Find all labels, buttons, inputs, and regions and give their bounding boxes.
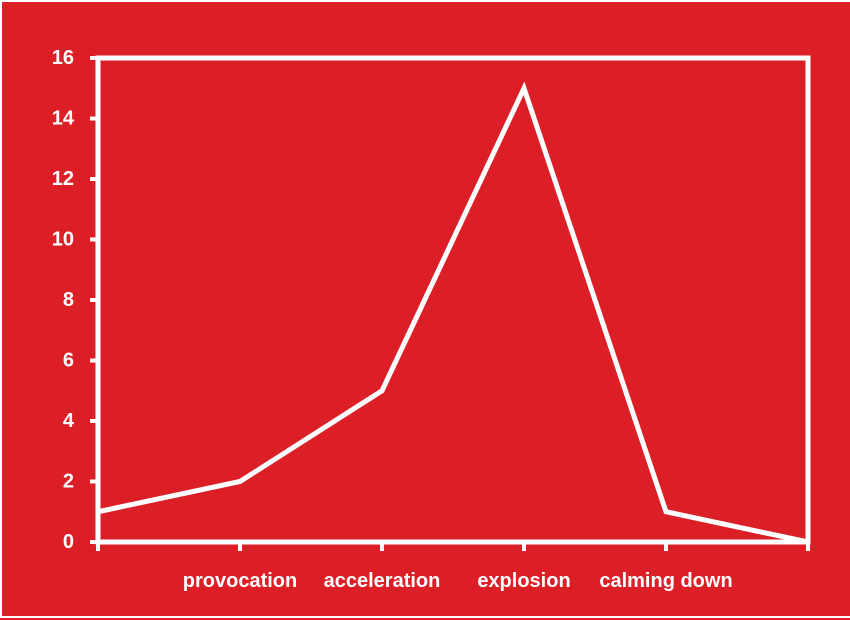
y-tick-label: 10	[52, 229, 74, 251]
y-tick-label: 12	[52, 168, 74, 190]
y-tick-label: 14	[52, 108, 75, 130]
y-tick-label: 6	[63, 350, 74, 372]
x-tick-label: acceleration	[324, 570, 441, 592]
x-axis-tick-labels: provocation acceleration explosion calming …	[183, 570, 733, 592]
x-tick-label: calming down	[599, 570, 732, 592]
y-tick-label: 16	[52, 47, 74, 69]
x-axis-ticks	[96, 542, 810, 551]
y-tick-label: 2	[63, 471, 74, 493]
x-tick-label: provocation	[183, 570, 297, 592]
x-tick-label: explosion	[477, 570, 570, 592]
series-line	[97, 81, 809, 545]
y-tick-label: 0	[63, 531, 74, 553]
y-axis-ticks	[90, 56, 98, 544]
y-axis-tick-labels: 0 2 4 6 8 10 12 14 16	[52, 47, 75, 553]
y-tick-label: 8	[63, 289, 74, 311]
y-tick-label: 4	[63, 410, 75, 432]
plot-area	[95, 55, 811, 545]
